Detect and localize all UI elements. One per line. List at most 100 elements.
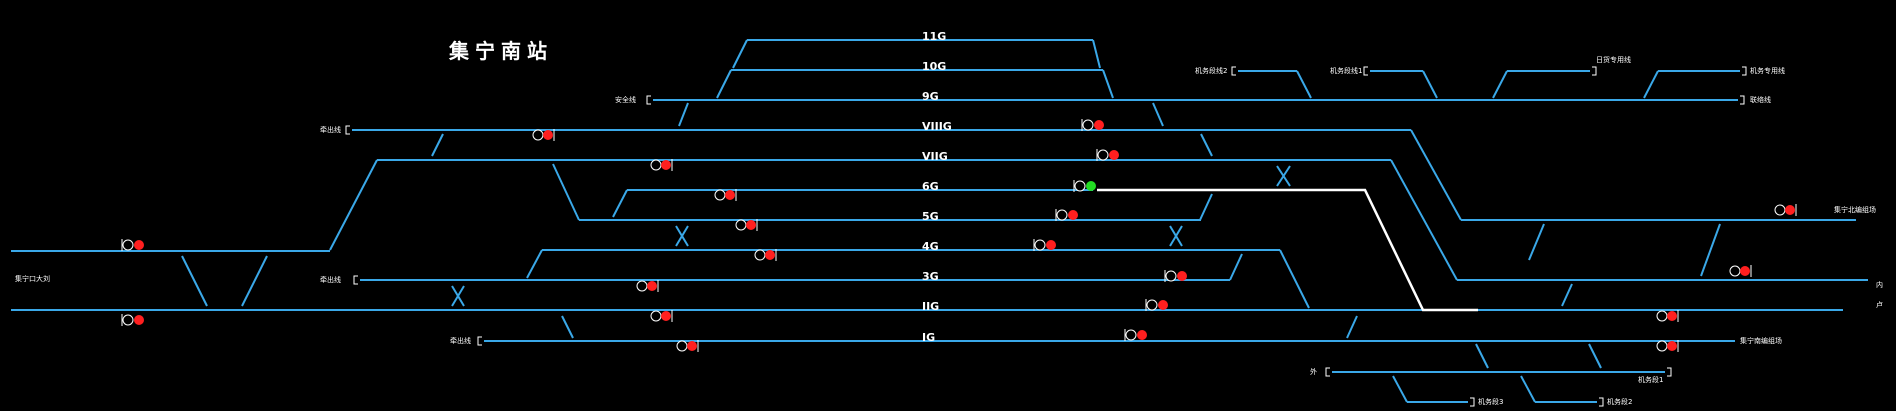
label-depot-special: 机务专用线 xyxy=(1750,66,1785,75)
track-9g[interactable] xyxy=(653,99,1738,127)
track-label-viig: VIIG xyxy=(922,150,948,163)
track-6g[interactable] xyxy=(612,189,1213,221)
signal-lamp-red xyxy=(543,130,553,140)
signal-lamp-red xyxy=(1667,311,1677,321)
track-5g[interactable] xyxy=(579,219,1856,277)
track-viiig[interactable] xyxy=(352,129,1462,221)
signal-lamp-off xyxy=(1082,119,1094,131)
signal-s-ii-e[interactable] xyxy=(1145,299,1168,311)
label-left-main: 集宁口大刘 xyxy=(15,274,50,283)
signal-lamp-off xyxy=(754,249,766,261)
signal-lamp-off xyxy=(636,280,648,292)
signal-lamp-red xyxy=(765,250,775,260)
signal-s-6-e[interactable] xyxy=(1073,180,1096,192)
track-label-6g: 6G xyxy=(922,180,939,193)
label-bottom-left: 外 xyxy=(1310,367,1317,376)
signal-lamp-red xyxy=(1158,300,1168,310)
track-10g[interactable] xyxy=(716,69,1114,99)
signal-lamp-red xyxy=(1109,150,1119,160)
signal-lamp-red xyxy=(1137,330,1147,340)
signal-lamp-off xyxy=(1034,239,1046,251)
signal-s-r-top[interactable] xyxy=(1774,204,1797,216)
signal-s-ii-w[interactable] xyxy=(650,310,673,322)
track-labels: 11G 10G 9G VIIIG VIIG 6G 5G 4G 3G IIG IG xyxy=(922,30,952,344)
signal-lamp-off xyxy=(735,219,747,231)
track-iig[interactable] xyxy=(11,309,1843,369)
signal-lamp-off xyxy=(1125,329,1137,341)
track-label-viiig: VIIIG xyxy=(922,120,952,133)
track-network xyxy=(11,39,1868,403)
signal-lamp-red xyxy=(1740,266,1750,276)
signal-lamp-red xyxy=(1068,210,1078,220)
label-machine1: 机务段线1 xyxy=(1330,66,1362,75)
signal-lamp-green xyxy=(1086,181,1096,191)
signal-s-viii-w[interactable] xyxy=(532,129,555,141)
label-dep1: 机务段1 xyxy=(1638,375,1663,384)
signal-lamp-red xyxy=(687,341,697,351)
track-label-10g: 10G xyxy=(922,60,946,73)
label-right-bottom: 集宁南编组场 xyxy=(1740,336,1782,345)
signal-s-r-i[interactable] xyxy=(1656,340,1679,352)
label-right-low: 卢 xyxy=(1876,300,1883,309)
signal-lamp-off xyxy=(1729,265,1741,277)
signal-lamp-off xyxy=(1656,340,1668,352)
signal-lamp-red xyxy=(725,190,735,200)
label-right-mid: 内 xyxy=(1876,280,1883,289)
station-title: 集宁南站 xyxy=(448,39,553,63)
line-labels: 安全线 牵出线 牵出线 牵出线 集宁口大刘 机务段线2 机务段线1 日货专用线 … xyxy=(15,55,1883,406)
signal-lamp-off xyxy=(1146,299,1158,311)
track-label-3g: 3G xyxy=(922,270,939,283)
signal-s-4-w[interactable] xyxy=(754,249,777,261)
signal-lamp-red xyxy=(134,240,144,250)
label-safety-line: 安全线 xyxy=(615,95,636,104)
track-label-4g: 4G xyxy=(922,240,939,253)
label-dep3: 机务段3 xyxy=(1478,397,1503,406)
label-special: 日货专用线 xyxy=(1596,55,1631,64)
signal-s-4-e[interactable] xyxy=(1033,239,1056,251)
signal-s-5-w[interactable] xyxy=(735,219,758,231)
track-label-11g: 11G xyxy=(922,30,946,43)
signal-lamp-off xyxy=(650,310,662,322)
signal-lamp-off xyxy=(676,340,688,352)
signal-s-left-up[interactable] xyxy=(121,239,144,251)
track-label-9g: 9G xyxy=(922,90,939,103)
signal-s-i-e[interactable] xyxy=(1124,329,1147,341)
signal-s-viii-e[interactable] xyxy=(1081,119,1104,131)
signal-lamp-red xyxy=(661,311,671,321)
signal-lamp-red xyxy=(661,160,671,170)
signal-lamp-off xyxy=(1165,270,1177,282)
signal-lamp-red xyxy=(1094,120,1104,130)
track-3g[interactable] xyxy=(360,279,1868,307)
signal-lamp-off xyxy=(1097,149,1109,161)
track-viig[interactable] xyxy=(329,159,1458,281)
track-left-main[interactable] xyxy=(11,250,330,307)
signal-lamp-off xyxy=(650,159,662,171)
signal-s-3-e[interactable] xyxy=(1164,270,1187,282)
track-lower-sidings[interactable] xyxy=(1332,371,1665,403)
signal-lamp-off xyxy=(1074,180,1086,192)
signal-s-r-mid[interactable] xyxy=(1729,265,1752,277)
track-11g[interactable] xyxy=(732,39,1101,69)
signal-lamp-off xyxy=(1056,209,1068,221)
signal-lamp-off xyxy=(122,239,134,251)
active-route xyxy=(1097,188,1478,312)
signal-s-3-w[interactable] xyxy=(636,280,659,292)
signal-s-vii-e[interactable] xyxy=(1096,149,1119,161)
signal-s-left-dn[interactable] xyxy=(121,314,144,326)
track-4g[interactable] xyxy=(526,249,1310,309)
track-upper-sidings[interactable] xyxy=(1238,70,1740,99)
signal-lamp-red xyxy=(134,315,144,325)
label-stub-1: 牵出线 xyxy=(450,336,471,345)
label-connect: 联络线 xyxy=(1750,95,1771,104)
signal-lamp-off xyxy=(122,314,134,326)
track-label-ig: IG xyxy=(922,331,935,344)
signal-s-5-e[interactable] xyxy=(1055,209,1078,221)
signal-s-i-w[interactable] xyxy=(676,340,699,352)
signal-lamp-off xyxy=(532,129,544,141)
label-dep2: 机务段2 xyxy=(1607,397,1632,406)
signal-lamp-red xyxy=(1046,240,1056,250)
signal-s-r-ii[interactable] xyxy=(1656,310,1679,322)
signal-lamp-off xyxy=(1774,204,1786,216)
signal-s-vii-w[interactable] xyxy=(650,159,673,171)
signal-s-6-w[interactable] xyxy=(714,189,737,201)
